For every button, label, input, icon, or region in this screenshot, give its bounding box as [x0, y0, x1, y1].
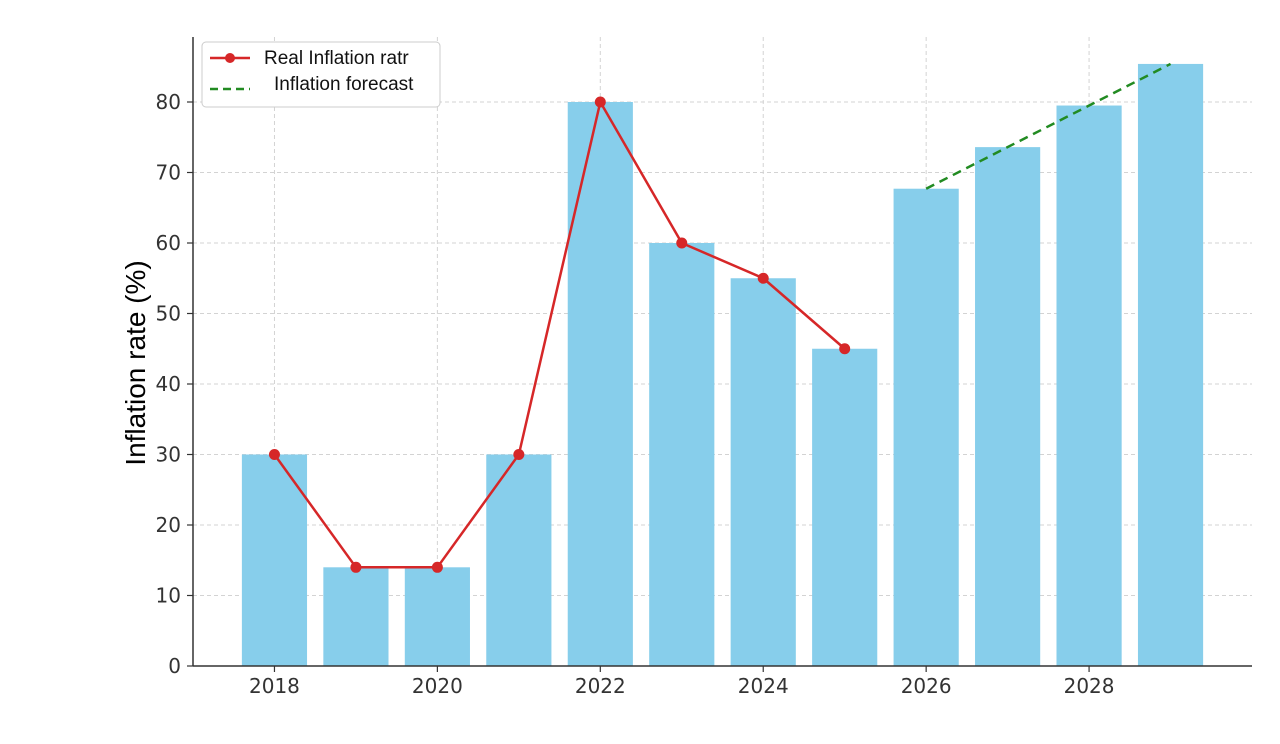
x-tick-label: 2020 [412, 674, 463, 698]
real-inflation-point [350, 561, 362, 573]
bar [893, 188, 959, 666]
bar [1137, 63, 1204, 667]
axes [192, 37, 1252, 667]
y-tick-label: 60 [156, 231, 181, 255]
real-inflation-point [839, 343, 851, 355]
y-tick-label: 20 [156, 513, 181, 537]
bar [649, 243, 715, 666]
x-tick-label: 2028 [1064, 674, 1115, 698]
bar [730, 278, 796, 666]
x-tick-label: 2022 [575, 674, 626, 698]
y-tick-label: 40 [156, 372, 181, 396]
bar [567, 102, 633, 666]
y-tick-label: 30 [156, 443, 181, 467]
y-tick-label: 80 [156, 90, 181, 114]
bar-series [241, 63, 1204, 667]
y-axis-label: Inflation rate (%) [120, 260, 151, 465]
forecast-line [925, 62, 1172, 190]
legend: Real Inflation ratr Inflation forecast [201, 41, 441, 108]
real-inflation-point [268, 449, 280, 460]
real-inflation-line [273, 100, 846, 569]
bar [975, 147, 1041, 666]
bar [812, 348, 878, 666]
line-series [268, 62, 1172, 573]
legend-forecast-label: Inflation forecast [274, 74, 414, 95]
real-inflation-point [431, 561, 443, 573]
x-tick-label: 2018 [249, 674, 300, 698]
legend-real-label: Real Inflation ratr [264, 48, 409, 69]
x-tick-label: 2026 [901, 674, 952, 698]
real-inflation-point [676, 237, 688, 249]
x-tick-label: 2024 [738, 674, 789, 698]
y-tick-label: 10 [156, 584, 181, 608]
real-inflation-point [757, 272, 769, 284]
y-tick-label: 50 [156, 302, 181, 326]
legend-box [201, 41, 441, 108]
y-tick-label: 70 [156, 161, 181, 185]
real-inflation-point [513, 449, 525, 460]
bar [323, 567, 389, 666]
y-tick-label: 0 [168, 654, 181, 678]
legend-real-marker [225, 53, 235, 63]
bar [404, 567, 470, 666]
bar [1056, 105, 1122, 666]
real-inflation-point [594, 96, 606, 108]
bar [486, 454, 552, 666]
bar [241, 454, 308, 666]
tick-labels: 0 10 20 30 40 50 60 70 80 2018 2020 2022 2024 2026 202… [156, 90, 1115, 698]
